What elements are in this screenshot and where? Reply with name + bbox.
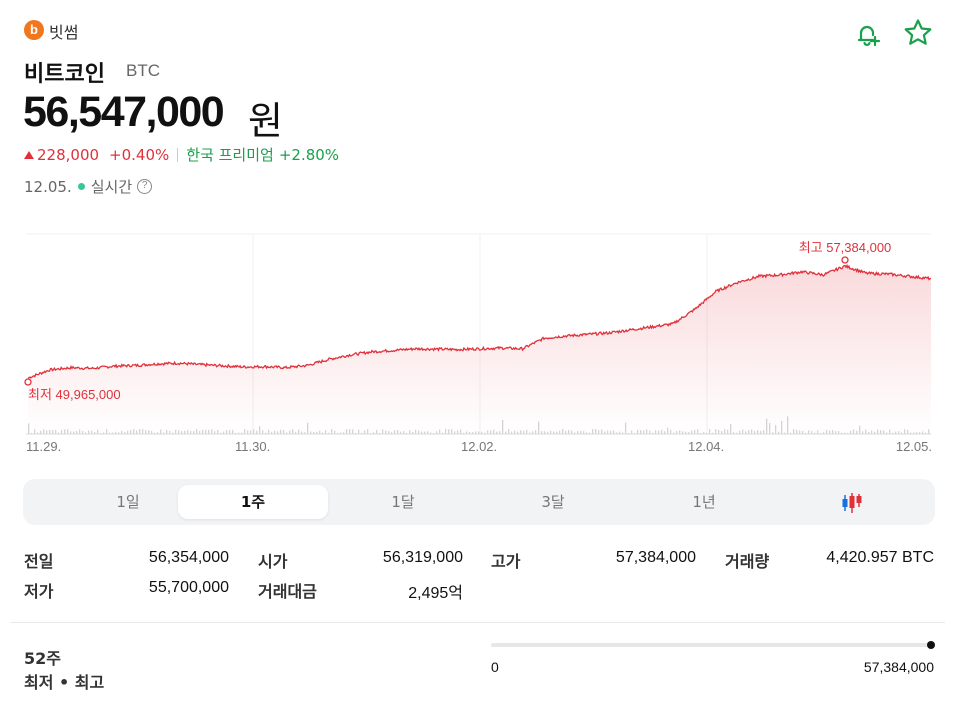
week52-max: 57,384,000 (863, 659, 934, 675)
week52-sublabel: 최저 • 최고 (24, 673, 105, 692)
coin-symbol: BTC (126, 61, 160, 80)
x-tick-label: 12.05. (896, 439, 932, 454)
volume-value: 4,420.957 BTC (826, 549, 934, 566)
high-price-value: 57,384,000 (615, 549, 696, 566)
star-icon (904, 19, 932, 45)
open-value: 56,319,000 (382, 549, 463, 566)
price-line (27, 263, 931, 379)
week52-range-marker (927, 641, 935, 649)
high-price-label: 고가 (491, 552, 521, 571)
x-tick-label: 12.02. (461, 439, 497, 454)
price-chart[interactable]: 최고 57,384,000 최저 49,965,000 11.29. 11.30.… (0, 226, 953, 462)
candlestick-icon (842, 492, 862, 513)
high-label: 최고 57,384,000 (799, 240, 892, 255)
tab-1d[interactable]: 1일 (116, 493, 140, 511)
volume-label: 거래량 (725, 552, 770, 571)
change-percent: +0.40% (109, 145, 170, 164)
turnover-label: 거래대금 (258, 582, 317, 601)
price-unit: 원 (248, 99, 283, 143)
high-marker (841, 256, 849, 264)
open-label: 시가 (258, 552, 288, 571)
tab-3m[interactable]: 3달 (541, 493, 565, 511)
up-triangle-icon (24, 150, 34, 159)
x-tick-labels: 11.29. 11.30. 12.02. 12.04. 12.05. (26, 439, 932, 454)
exchange-logo: b (24, 20, 44, 40)
premium-label[interactable]: 한국 프리미엄 (186, 146, 274, 164)
tab-1y[interactable]: 1년 (692, 493, 716, 511)
coin-name: 비트코인 (24, 62, 105, 87)
week52-min: 0 (491, 659, 499, 675)
x-tick-label: 12.04. (688, 439, 724, 454)
x-tick-label: 11.29. (26, 439, 61, 454)
tab-1m[interactable]: 1달 (391, 493, 415, 511)
low-price-label: 저가 (24, 582, 54, 601)
premium-value: +2.80% (278, 145, 340, 164)
quote-date: 12.05. (24, 177, 72, 196)
question-icon[interactable]: ? (137, 179, 153, 194)
tab-1w[interactable]: 1주 (178, 485, 328, 519)
alert-button[interactable] (852, 18, 884, 50)
change-row: 228,000 +0.40% 한국 프리미엄 +2.80% (24, 144, 339, 165)
live-label: 실시간 (90, 178, 133, 196)
divider (177, 147, 179, 162)
section-divider (10, 622, 945, 623)
tab-candle[interactable] (777, 485, 927, 519)
low-label: 최저 49,965,000 (28, 387, 121, 402)
prev-close-value: 56,354,000 (148, 549, 229, 566)
low-marker (24, 378, 32, 386)
price-area (28, 265, 931, 434)
bell-plus-icon (857, 25, 881, 47)
turnover-unit: 억 (448, 585, 463, 602)
favorite-button[interactable] (902, 17, 934, 49)
week52-range-track (491, 643, 932, 647)
period-tabs: 1일 1주 1달 3달 1년 (23, 479, 935, 525)
live-dot-icon (77, 183, 85, 190)
low-price-value: 55,700,000 (148, 579, 229, 596)
week52-label: 52주 (24, 649, 61, 668)
time-row: 12.05. 실시간 ? (24, 176, 153, 197)
turnover-amount: 2,495 (408, 585, 449, 602)
current-price: 56,547,000 (23, 88, 225, 136)
exchange-name[interactable]: 빗썸 (49, 23, 79, 42)
change-amount: 228,000 (37, 145, 100, 164)
x-tick-label: 11.30. (235, 439, 270, 454)
turnover-value: 2,495억 (340, 579, 463, 603)
prev-close-label: 전일 (24, 552, 54, 571)
